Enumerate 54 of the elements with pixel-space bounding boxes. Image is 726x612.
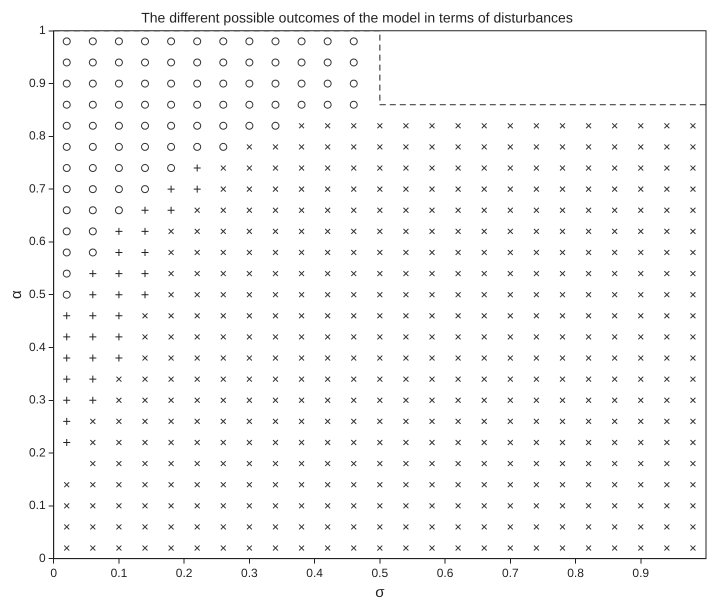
- y-tick-label: 0: [38, 550, 46, 565]
- point: [88, 375, 97, 384]
- point: [62, 438, 71, 446]
- y-tick-label: 0.4: [28, 340, 46, 354]
- y-tick-label: 0.8: [28, 128, 46, 143]
- point: [114, 332, 123, 341]
- point: [141, 206, 150, 214]
- point: [193, 164, 202, 172]
- x-tick-label: 0: [50, 566, 58, 580]
- point: [167, 185, 176, 194]
- point: [62, 417, 71, 426]
- y-tick-label: 0.2: [28, 445, 46, 460]
- point: [88, 290, 97, 299]
- y-tick-label: 0.7: [28, 181, 46, 196]
- x-tick-label: 0.9: [632, 566, 650, 580]
- x-tick-label: 0.5: [371, 566, 389, 580]
- y-tick-label: 1: [38, 23, 46, 38]
- point: [141, 248, 150, 256]
- point: [62, 375, 71, 384]
- point: [141, 290, 150, 299]
- point: [88, 332, 97, 341]
- x-tick-label: 0.8: [567, 566, 584, 580]
- y-axis-title: α: [8, 290, 26, 300]
- point: [141, 270, 150, 278]
- y-tick-label: 0.9: [28, 76, 46, 90]
- point: [62, 332, 71, 341]
- point: [88, 270, 97, 278]
- point: [167, 206, 176, 214]
- y-tick-label: 0.6: [28, 234, 46, 248]
- point: [114, 227, 123, 236]
- x-tick-label: 0.6: [436, 566, 454, 580]
- point: [114, 354, 123, 362]
- point: [114, 290, 123, 299]
- point: [62, 354, 71, 362]
- x-axis-title: σ: [375, 584, 386, 602]
- point: [114, 270, 123, 278]
- point: [88, 312, 97, 320]
- point: [193, 185, 202, 194]
- point: [88, 354, 97, 362]
- point: [62, 396, 71, 404]
- x-tick-label: 0.3: [241, 566, 258, 580]
- x-tick-label: 0.1: [110, 566, 128, 580]
- y-tick-label: 0.1: [28, 498, 46, 512]
- y-tick-label: 0.5: [28, 287, 46, 302]
- x-tick-label: 0.2: [176, 566, 193, 580]
- x-tick-label: 0.4: [306, 566, 324, 580]
- x-tick-label: 0.7: [502, 566, 519, 580]
- chart-title: The different possible outcomes of the model in terms of disturbances: [141, 9, 573, 26]
- point: [114, 248, 123, 256]
- point: [114, 312, 123, 320]
- y-tick-label: 0.3: [28, 392, 46, 407]
- point: [88, 396, 97, 404]
- point: [62, 312, 71, 320]
- point: [141, 227, 150, 236]
